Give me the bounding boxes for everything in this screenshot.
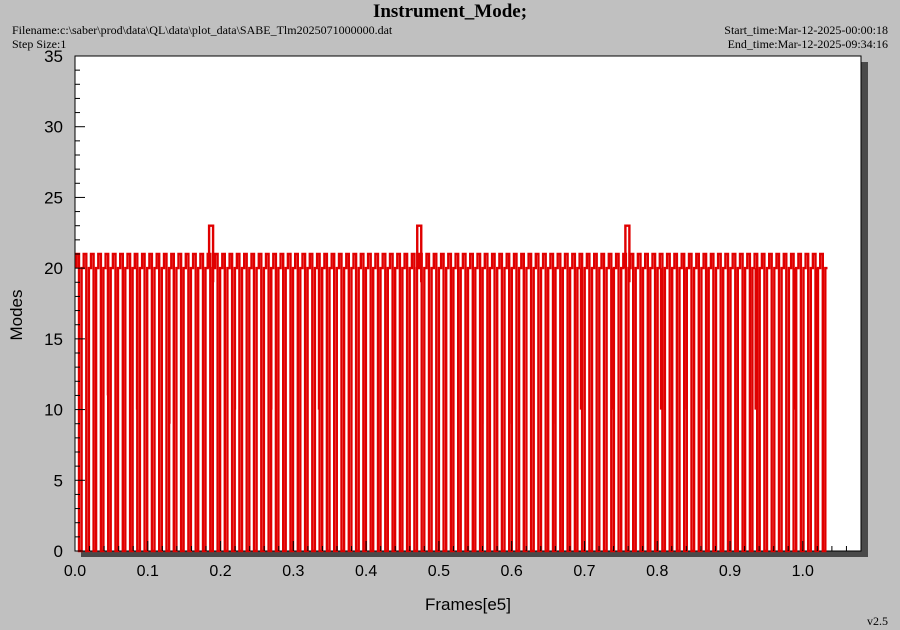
y-tick-label: 15 [44,330,63,349]
x-tick-label: 0.0 [64,563,86,580]
end-time-label: End_time:Mar-12-2025-09:34:16 [727,37,888,51]
start-time-label: Start_time:Mar-12-2025-00:00:18 [724,23,888,37]
x-axis-label: Frames[e5] [425,595,511,614]
y-tick-label: 0 [54,542,63,561]
x-tick-label: 0.2 [209,563,231,580]
x-tick-label: 0.8 [646,563,668,580]
x-tick-label: 0.7 [573,563,595,580]
mode-spike-2 [416,224,423,283]
x-tick-label: 0.4 [355,563,377,580]
file-info: Filename:c:\saber\prod\data\QL\data\plot… [12,23,392,51]
x-tick-label: 0.9 [719,563,741,580]
y-tick-label: 10 [44,401,63,420]
axes: 0.0 0.1 0.2 0.3 0.4 0.5 0.6 0.7 0.8 0.9 1.0 0 5 10 15 2… [44,47,847,580]
x-tick-label: 1.0 [792,563,814,580]
filename-label: Filename:c:\saber\prod\data\QL\data\plot… [12,23,393,37]
time-info: Start_time:Mar-12-2025-00:00:18 End_time… [724,23,888,51]
step-size-label: Step Size:1 [12,37,67,51]
y-tick-label: 5 [54,471,63,490]
y-tick-label: 35 [44,47,63,66]
x-tick-label: 0.5 [428,563,450,580]
x-tick-label: 0.3 [282,563,304,580]
mode-spike-1 [207,224,215,283]
x-tick-label: 0.1 [137,563,159,580]
mode-series-line [75,252,828,553]
y-tick-label: 25 [44,188,63,207]
y-axis-label: Modes [7,289,26,340]
chart-title: Instrument_Mode; [372,1,528,22]
mode-spike-3 [624,224,631,283]
version-label: v2.5 [867,614,888,628]
x-tick-label: 0.6 [501,563,523,580]
y-tick-label: 30 [44,118,63,137]
y-tick-label: 20 [44,259,63,278]
mode-series [75,224,828,553]
